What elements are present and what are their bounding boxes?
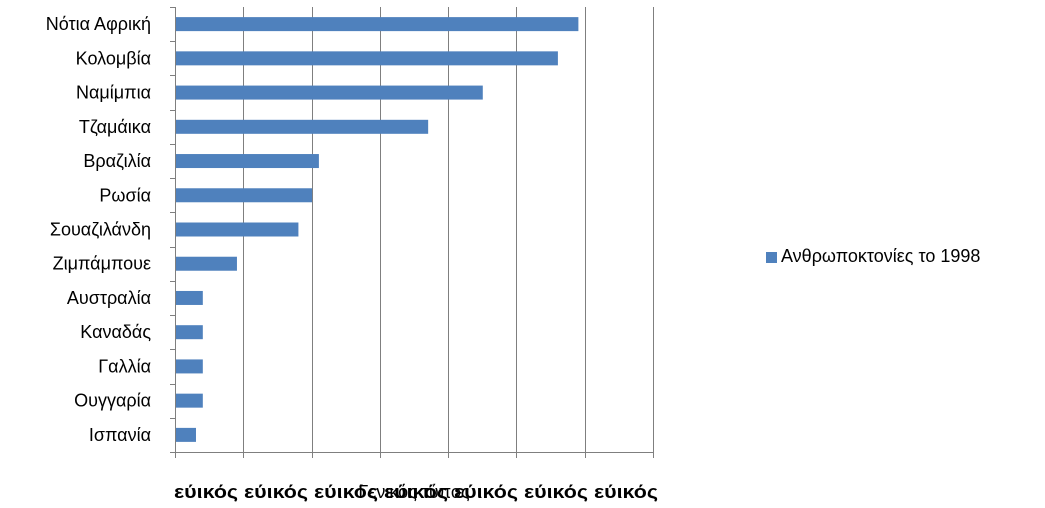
- category-label: Ζιμπάμπουε: [53, 254, 151, 274]
- bar: [175, 359, 203, 374]
- category-label: Ισπανία: [89, 425, 151, 445]
- category-label: Νότια Αφρική: [46, 14, 151, 34]
- bar: [175, 290, 203, 305]
- bars: [175, 17, 579, 442]
- bar: [175, 119, 429, 134]
- bar: [175, 51, 558, 66]
- category-label: Αυστραλία: [67, 288, 151, 308]
- x-axis-title-overlay: εύικός εύικός εύικός εύικός εύικός εύικό…: [174, 482, 658, 502]
- x-axis: [175, 452, 654, 458]
- x-axis-title: Γενικός τύπος: [358, 482, 470, 502]
- bar: [175, 256, 237, 271]
- legend: Ανθρωποκτονίες το 1998: [766, 246, 980, 266]
- category-label: Κολομβία: [76, 48, 151, 68]
- category-label: Σουαζιλάνδη: [50, 220, 151, 240]
- bar: [175, 222, 299, 237]
- category-label: Τζαμάικα: [79, 117, 151, 137]
- bar: [175, 85, 483, 100]
- bar: [175, 17, 579, 32]
- bar: [175, 393, 203, 408]
- category-label: Ρωσία: [99, 185, 151, 205]
- gridlines: [243, 7, 654, 452]
- bar: [175, 154, 319, 169]
- category-label: Ουγγαρία: [74, 391, 151, 411]
- category-label: Καναδάς: [80, 322, 151, 342]
- category-label: Βραζιλία: [83, 151, 151, 171]
- category-labels: Νότια Αφρική Κολομβία Ναμίμπια Τζαμάικα Βραζ…: [46, 14, 152, 445]
- legend-label: Ανθρωποκτονίες το 1998: [781, 246, 980, 266]
- category-label: Γαλλία: [98, 356, 151, 376]
- category-label: Ναμίμπια: [76, 83, 151, 103]
- bar: [175, 188, 313, 203]
- bar: [175, 325, 203, 340]
- bar: [175, 427, 196, 442]
- legend-swatch: [766, 252, 777, 263]
- y-axis: [170, 7, 176, 453]
